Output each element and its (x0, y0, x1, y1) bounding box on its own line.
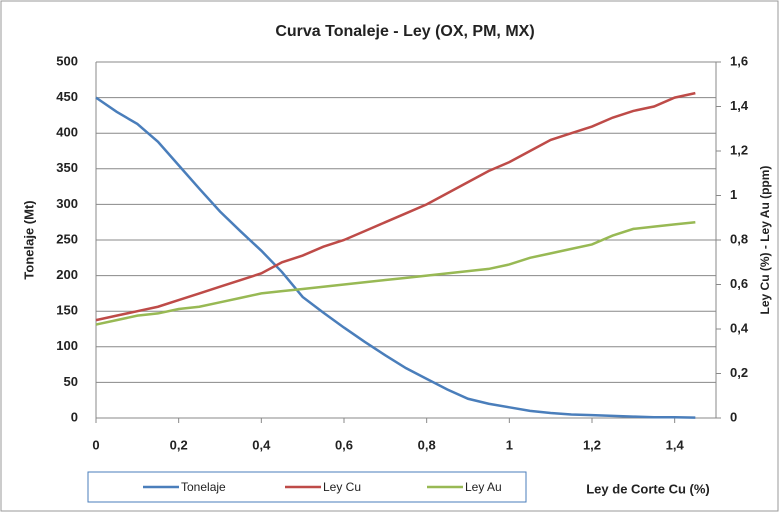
y-tick-label: 350 (56, 160, 78, 175)
x-tick-label: 0,4 (252, 437, 271, 452)
y-tick-label: 450 (56, 89, 78, 104)
x-tick-label: 0,2 (170, 437, 188, 452)
y2-tick-label: 0,2 (730, 365, 748, 380)
y-tick-label: 300 (56, 196, 78, 211)
x-tick-label: 0,8 (418, 437, 436, 452)
x-axis-label: Ley de Corte Cu (%) (586, 481, 710, 496)
series-line (95, 220, 696, 326)
chart-title: Curva Tonaleje - Ley (OX, PM, MX) (275, 23, 534, 40)
y-tick-label: 0 (71, 409, 78, 424)
y2-axis-label: Ley Cu (%) - Ley Au (ppm) (758, 166, 772, 315)
y-tick-label: 50 (64, 374, 78, 389)
y2-tick-label: 1,4 (730, 98, 749, 113)
legend-label: Ley Au (465, 480, 502, 494)
x-tick-label: 1 (506, 437, 513, 452)
y-tick-label: 200 (56, 267, 78, 282)
y-tick-label: 500 (56, 53, 78, 68)
y2-tick-label: 0,6 (730, 276, 748, 291)
y2-tick-label: 0,8 (730, 231, 748, 246)
x-tick-label: 1,2 (583, 437, 601, 452)
y2-tick-label: 1,6 (730, 53, 748, 68)
legend-label: Tonelaje (181, 480, 226, 494)
y2-tick-label: 1,2 (730, 142, 748, 157)
x-tick-label: 1,4 (666, 437, 685, 452)
y-tick-label: 150 (56, 303, 78, 318)
y-tick-label: 400 (56, 125, 78, 140)
y-tick-label: 100 (56, 338, 78, 353)
y2-tick-label: 0,4 (730, 320, 749, 335)
x-tick-label: 0,6 (335, 437, 353, 452)
series-line (95, 91, 696, 322)
y2-tick-label: 0 (730, 409, 737, 424)
y-axis-label: Tonelaje (Mt) (21, 200, 36, 279)
x-tick-label: 0 (92, 437, 99, 452)
legend-label: Ley Cu (323, 480, 361, 494)
y-tick-label: 250 (56, 231, 78, 246)
series-line (95, 96, 696, 419)
y2-tick-label: 1 (730, 187, 737, 202)
